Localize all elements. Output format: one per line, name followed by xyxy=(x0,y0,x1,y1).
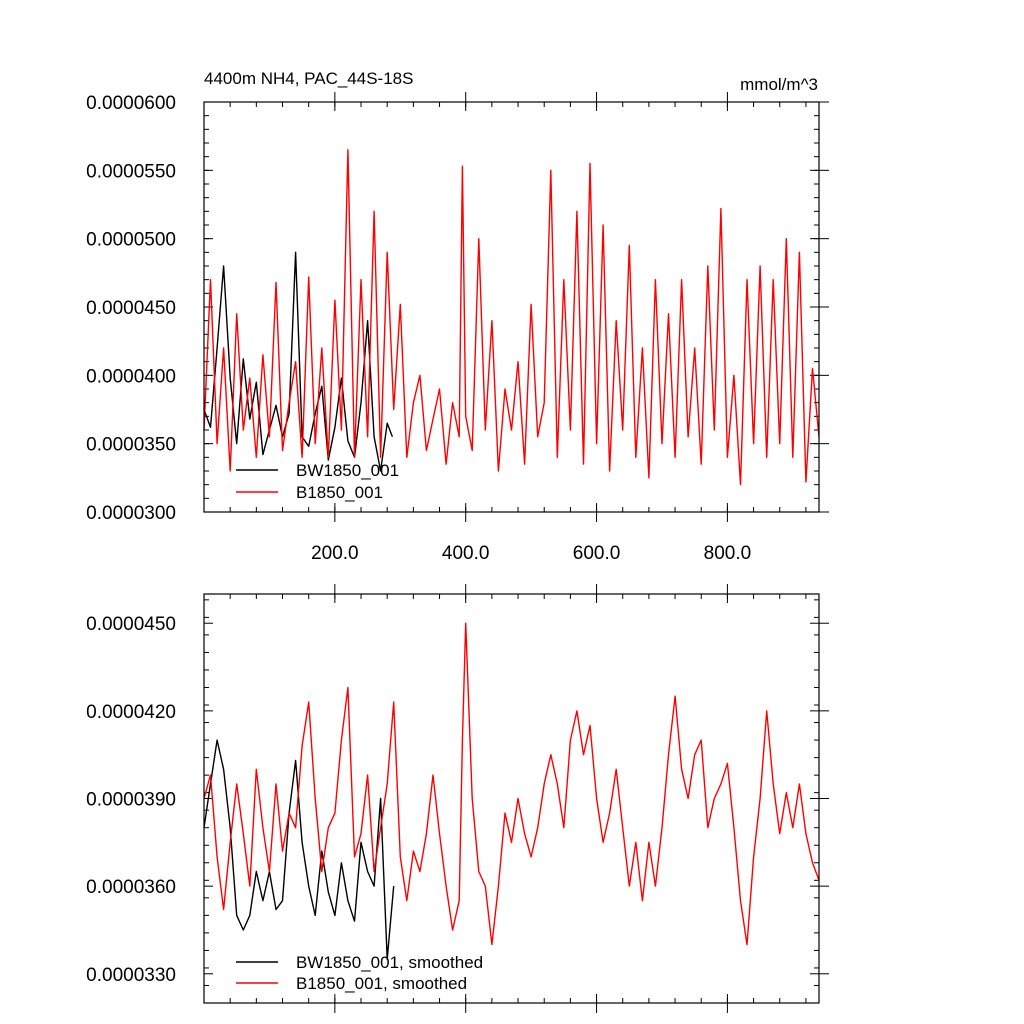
top-panel-frame xyxy=(203,101,820,513)
legend-label: BW1850_001, smoothed xyxy=(296,953,483,972)
bottom-panel-series xyxy=(203,622,820,960)
series-line-b1850 xyxy=(203,622,820,946)
series-line-bw1850 xyxy=(203,251,394,472)
legend-label: B1850_001 xyxy=(296,483,383,502)
y-tick-label: 0.0000500 xyxy=(86,230,176,251)
bottom-panel-ticks: 0.0000330 0.0000360 0.0000390 0.0000420 0.00… xyxy=(86,584,829,1013)
top-panel-series xyxy=(203,149,820,486)
legend-label: BW1850_001 xyxy=(296,461,399,480)
y-tick-label: 0.0000600 xyxy=(86,93,176,114)
top-panel: 0.0000300 0.0000350 0.0000400 0.0000450 0.00… xyxy=(86,69,829,564)
y-tick-label: 0.0000350 xyxy=(86,435,176,456)
bottom-panel-frame xyxy=(203,593,820,1004)
y-tick-label: 0.0000450 xyxy=(86,298,176,319)
y-tick-label: 0.0000300 xyxy=(86,503,176,524)
x-tick-label: 400.0 xyxy=(442,543,490,564)
y-tick-label: 0.0000360 xyxy=(86,877,176,898)
y-tick-label: 0.0000400 xyxy=(86,366,176,387)
top-panel-units: mmol/m^3 xyxy=(740,75,818,94)
series-line-b1850 xyxy=(203,149,820,486)
top-panel-title: 4400m NH4, PAC_44S-18S xyxy=(204,69,413,88)
y-tick-label: 0.0000330 xyxy=(86,965,176,986)
x-tick-label: 800.0 xyxy=(704,543,752,564)
x-tick-label: 200.0 xyxy=(311,543,359,564)
legend-label: B1850_001, smoothed xyxy=(296,974,467,993)
x-tick-label: 600.0 xyxy=(573,543,621,564)
y-tick-label: 0.0000390 xyxy=(86,790,176,811)
y-tick-label: 0.0000450 xyxy=(86,614,176,635)
bottom-panel: 0.0000330 0.0000360 0.0000390 0.0000420 0.00… xyxy=(86,584,829,1013)
top-panel-ticks: 0.0000300 0.0000350 0.0000400 0.0000450 0.00… xyxy=(86,92,829,564)
bottom-panel-legend: BW1850_001, smoothed B1850_001, smoothed xyxy=(236,953,483,993)
top-panel-legend: BW1850_001 B1850_001 xyxy=(236,461,399,502)
y-tick-label: 0.0000420 xyxy=(86,702,176,723)
y-tick-label: 0.0000550 xyxy=(86,161,176,182)
series-line-bw1850 xyxy=(203,739,395,960)
